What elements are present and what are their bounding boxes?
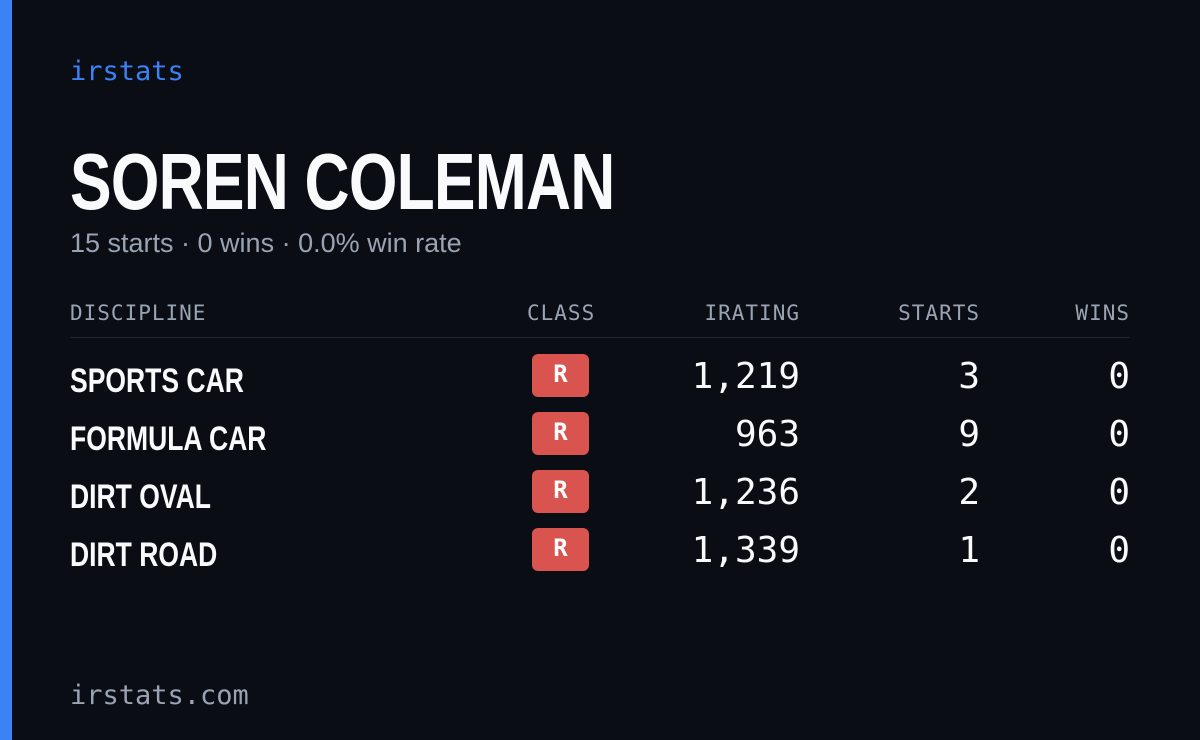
discipline: DIRT ROAD (70, 536, 218, 574)
cell-starts: 1 (958, 530, 980, 571)
cell-starts: 9 (958, 414, 980, 455)
discipline: SPORTS CAR (70, 362, 244, 400)
column-header: DISCIPLINE (70, 301, 207, 325)
accent-bar (0, 0, 12, 740)
cell-irating: 963 (734, 414, 800, 455)
footer-url: irstats.com (70, 680, 249, 711)
cell-wins: 0 (1108, 530, 1130, 571)
cell-irating: 1,236 (691, 472, 800, 513)
driver-name: SOREN COLEMAN (70, 137, 615, 226)
class-badge: R (532, 412, 589, 455)
class-badge: R (532, 528, 589, 571)
class-badge: R (532, 354, 589, 397)
cell-irating: 1,339 (691, 530, 800, 571)
column-header: IRATING (704, 301, 800, 325)
cell-starts: 3 (958, 356, 980, 397)
subtitle: 15 starts · 0 wins · 0.0% win rate (70, 228, 462, 258)
header-rule (70, 337, 1130, 338)
discipline: FORMULA CAR (70, 420, 267, 458)
brand: irstats (70, 56, 184, 87)
cell-irating: 1,219 (691, 356, 800, 397)
column-header: WINS (1075, 301, 1130, 325)
cell-wins: 0 (1108, 414, 1130, 455)
discipline: DIRT OVAL (70, 478, 211, 516)
column-header: STARTS (898, 301, 980, 325)
cell-wins: 0 (1108, 356, 1130, 397)
cell-starts: 2 (958, 472, 980, 513)
column-header: CLASS (527, 301, 596, 325)
class-badge: R (532, 470, 589, 513)
cell-wins: 0 (1108, 472, 1130, 513)
